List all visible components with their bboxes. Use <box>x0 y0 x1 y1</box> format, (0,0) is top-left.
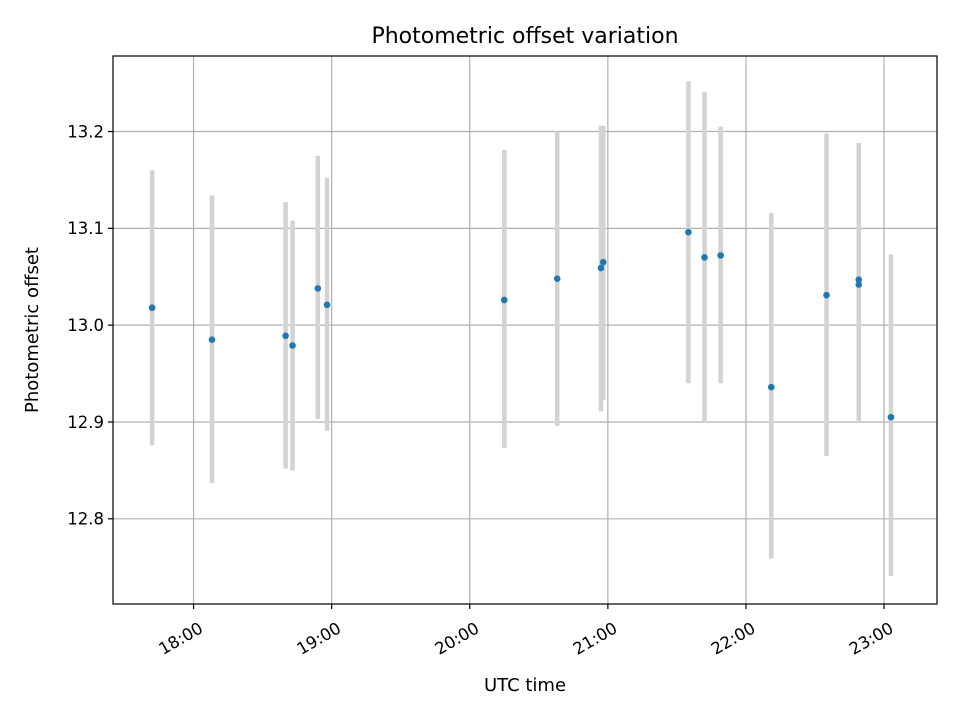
data-point <box>887 413 895 421</box>
data-point <box>282 332 289 340</box>
x-axis-ticks: 18:00 19:00 20:00 21:00 22:00 23:00 <box>155 604 897 659</box>
x-tick-label: 23:00 <box>846 618 897 658</box>
grid-lines <box>113 56 937 604</box>
y-tick-label: 12.8 <box>67 510 104 529</box>
data-point <box>855 281 863 288</box>
plot-frame <box>112 55 938 605</box>
x-tick-label: 20:00 <box>432 618 483 658</box>
data-point <box>289 342 296 349</box>
y-tick-label: 13.1 <box>67 219 104 238</box>
data-point <box>685 228 692 236</box>
data-points <box>148 228 895 421</box>
data-point <box>314 285 322 292</box>
data-point <box>767 383 775 391</box>
error-bars <box>149 81 894 576</box>
y-tick-label: 12.9 <box>67 413 104 432</box>
x-tick-label: 21:00 <box>570 618 621 658</box>
y-tick-label: 13.2 <box>67 122 104 141</box>
x-tick-label: 22:00 <box>708 618 759 658</box>
x-tick-label: 18:00 <box>155 618 206 658</box>
x-axis-label: UTC time <box>484 675 566 696</box>
data-point <box>553 275 561 282</box>
y-axis-ticks: 12.8 12.9 13.0 13.1 13.2 <box>67 122 113 529</box>
x-tick-label: 19:00 <box>294 618 345 658</box>
y-tick-label: 13.0 <box>67 316 104 335</box>
data-point <box>701 254 708 261</box>
data-point <box>597 264 605 272</box>
chart-title: Photometric offset variation <box>371 24 678 49</box>
data-point <box>599 258 607 266</box>
data-point <box>208 336 216 343</box>
data-point <box>717 252 724 259</box>
data-point <box>823 291 830 299</box>
y-axis-label: Photometric offset <box>22 247 43 413</box>
data-point <box>855 276 863 283</box>
data-point <box>148 304 156 312</box>
data-point <box>323 301 331 309</box>
data-point <box>500 296 508 304</box>
